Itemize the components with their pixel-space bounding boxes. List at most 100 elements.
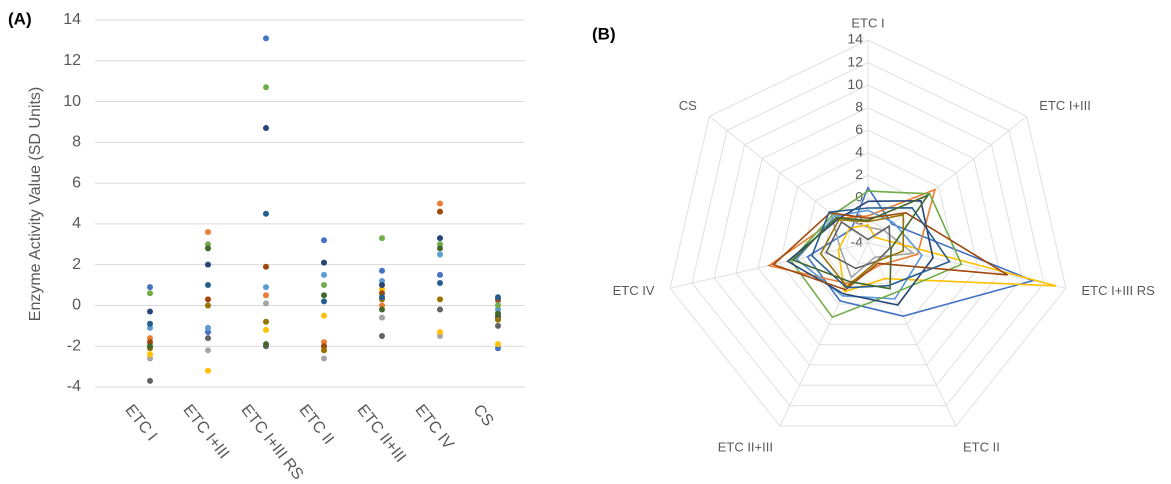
x-tick-label: ETC I (122, 402, 161, 445)
r-tick-label: 10 (847, 76, 863, 92)
category-label: CS (679, 98, 697, 113)
data-point (205, 296, 211, 303)
data-point (495, 316, 501, 323)
data-point (205, 261, 211, 268)
spoke (867, 242, 957, 427)
data-point (205, 245, 211, 252)
spoke (779, 242, 869, 427)
data-point (147, 290, 153, 297)
radar-line (819, 213, 905, 288)
data-point (495, 310, 501, 317)
r-tick-label: 4 (855, 143, 863, 159)
data-point (147, 308, 153, 315)
x-tick-label: ETC IV (412, 402, 457, 453)
radar-line (791, 193, 931, 290)
data-point (379, 333, 385, 340)
x-tick-label: ETC I+III RS (238, 402, 307, 484)
radar-line (810, 206, 951, 289)
radar-line (806, 185, 1036, 318)
data-point (379, 294, 385, 301)
data-point (321, 298, 327, 305)
data-point (205, 335, 211, 342)
data-point (205, 367, 211, 374)
data-point (263, 125, 269, 132)
data-point (205, 229, 211, 236)
y-axis-label: Enzyme Activity Value (SD Units) (27, 87, 44, 321)
y-tick-label: 10 (63, 93, 81, 110)
r-tick-label: 2 (855, 166, 863, 182)
r-tick-label: 14 (847, 31, 863, 47)
radar-line (786, 199, 934, 306)
data-point (147, 320, 153, 327)
category-label: ETC I+III RS (1082, 283, 1156, 298)
data-point (379, 267, 385, 274)
data-point (495, 302, 501, 309)
radar-line (837, 224, 1057, 293)
data-point (147, 343, 153, 350)
data-point (263, 318, 269, 325)
data-point (147, 377, 153, 384)
grid-line (779, 152, 957, 325)
data-point (437, 235, 443, 242)
r-tick-label: 8 (855, 98, 863, 114)
data-point (437, 280, 443, 287)
data-point (321, 259, 327, 266)
panel-label: (B) (592, 24, 616, 43)
r-tick-label: 12 (847, 53, 863, 69)
grid-line (735, 107, 1001, 366)
data-point (321, 292, 327, 299)
radar-line (825, 220, 891, 270)
data-point (437, 328, 443, 335)
grid-line (691, 62, 1045, 407)
data-point (263, 341, 269, 348)
category-label: ETC I+III (1039, 98, 1091, 113)
data-point (263, 84, 269, 91)
y-tick-label: 8 (72, 134, 81, 151)
data-point (321, 282, 327, 289)
y-tick-label: 12 (63, 52, 81, 69)
category-label: ETC II+III (718, 440, 773, 455)
data-point (495, 294, 501, 301)
grid-line (669, 39, 1067, 427)
y-tick-label: 6 (72, 174, 81, 191)
data-point (379, 235, 385, 242)
data-point (495, 341, 501, 348)
category-label: ETC I (851, 15, 884, 30)
y-tick-label: -2 (67, 337, 81, 354)
y-tick-label: 4 (72, 215, 81, 232)
x-tick-label: CS (470, 402, 497, 430)
data-point (437, 251, 443, 258)
data-point (437, 208, 443, 215)
data-point (263, 284, 269, 291)
y-tick-label: 2 (72, 256, 81, 273)
data-point (263, 326, 269, 333)
data-point (437, 245, 443, 252)
data-point (437, 271, 443, 278)
data-point (263, 263, 269, 270)
r-tick-label: -4 (851, 234, 864, 250)
data-point (147, 351, 153, 358)
data-point (263, 210, 269, 217)
data-point (263, 300, 269, 307)
data-point (321, 347, 327, 354)
x-tick-label: ETC II+III (354, 402, 409, 466)
data-point (379, 314, 385, 321)
y-tick-label: 14 (63, 11, 81, 28)
radar-line (795, 209, 923, 300)
data-point (205, 302, 211, 309)
data-point (205, 347, 211, 354)
data-point (437, 306, 443, 313)
x-tick-label: ETC II (296, 402, 337, 448)
data-point (321, 271, 327, 278)
y-tick-label: -4 (67, 378, 81, 395)
grid-line (757, 129, 979, 346)
data-point (263, 292, 269, 299)
spoke (867, 116, 1028, 244)
category-label: ETC IV (613, 283, 655, 298)
grid-line (713, 84, 1023, 386)
data-point (147, 284, 153, 291)
y-tick-label: 0 (72, 297, 81, 314)
data-point (263, 35, 269, 42)
category-label: ETC II (963, 440, 1000, 455)
data-point (495, 322, 501, 329)
